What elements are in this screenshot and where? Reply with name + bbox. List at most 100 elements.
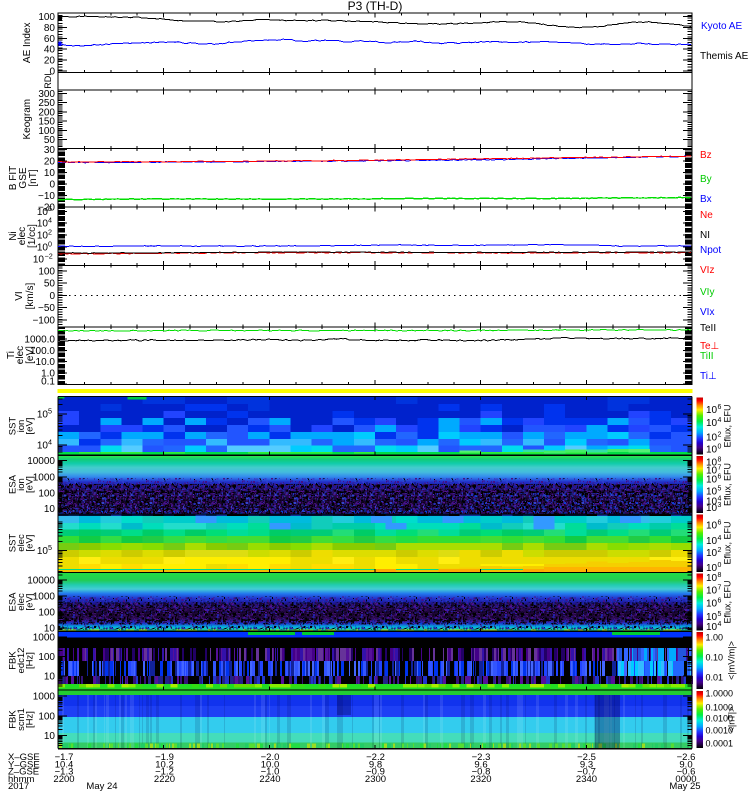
svg-text:1000: 1000: [33, 633, 56, 644]
svg-text:5: 5: [48, 543, 52, 552]
svg-text:6: 6: [718, 520, 722, 527]
svg-text:4: 4: [48, 216, 52, 225]
svg-text:2340: 2340: [576, 774, 597, 785]
svg-text:2300: 2300: [365, 774, 386, 785]
svg-text:−1.7: −1.7: [55, 752, 74, 763]
svg-text:10: 10: [37, 243, 49, 254]
svg-text:Keogram: Keogram: [22, 99, 33, 140]
svg-text:10: 10: [37, 219, 49, 230]
svg-text:X–GSE: X–GSE: [8, 752, 40, 763]
svg-text:20: 20: [44, 56, 56, 67]
svg-text:−2.5: −2.5: [577, 752, 596, 763]
svg-text:elec: elec: [16, 593, 27, 611]
svg-text:2: 2: [718, 547, 722, 554]
svg-text:By: By: [700, 174, 712, 185]
svg-text:May 25: May 25: [669, 781, 700, 792]
svg-text:AE Index: AE Index: [22, 23, 33, 64]
svg-text:60: 60: [44, 34, 56, 45]
svg-text:6: 6: [718, 474, 722, 481]
svg-text:4: 4: [718, 535, 722, 542]
svg-text:0: 0: [49, 180, 55, 191]
svg-text:8: 8: [718, 572, 722, 579]
svg-text:elec: elec: [17, 227, 28, 245]
svg-text:Eflux, EFU: Eflux, EFU: [723, 580, 733, 623]
svg-text:Ti: Ti: [6, 351, 17, 359]
svg-text:100: 100: [38, 12, 55, 23]
svg-text:ESA: ESA: [8, 474, 19, 494]
svg-text:0.01: 0.01: [706, 673, 724, 683]
svg-text:0: 0: [718, 444, 722, 451]
svg-text:0.10: 0.10: [706, 653, 724, 663]
svg-text:May 24: May 24: [86, 781, 117, 792]
svg-text:ESA: ESA: [8, 592, 19, 612]
svg-text:0.1: 0.1: [41, 377, 55, 388]
svg-text:RDI: RDI: [43, 73, 53, 89]
svg-text:FBK: FBK: [8, 651, 19, 670]
svg-text:Z–GSE: Z–GSE: [8, 767, 39, 778]
svg-text:100.0: 100.0: [30, 346, 55, 357]
svg-text:6: 6: [48, 204, 52, 213]
svg-text:10: 10: [37, 441, 49, 452]
svg-text:−0.6: −0.6: [677, 767, 696, 778]
svg-text:scm1: scm1: [16, 708, 27, 731]
svg-text:10: 10: [44, 672, 56, 683]
svg-text:10: 10: [706, 418, 718, 429]
svg-text:0000: 0000: [675, 774, 696, 785]
svg-text:10.2: 10.2: [155, 759, 174, 770]
svg-text:10: 10: [706, 458, 718, 469]
svg-text:Ni: Ni: [8, 231, 19, 240]
svg-text:4: 4: [718, 621, 722, 628]
svg-text:5: 5: [718, 486, 722, 493]
svg-text:elec: elec: [16, 534, 27, 552]
svg-text:VIy: VIy: [700, 287, 714, 298]
svg-text:FBK: FBK: [8, 710, 19, 729]
svg-text:−0.9: −0.9: [366, 767, 385, 778]
svg-text:10: 10: [706, 586, 718, 597]
svg-text:40: 40: [44, 45, 56, 56]
svg-text:100: 100: [38, 608, 55, 619]
svg-text:10: 10: [706, 521, 718, 532]
svg-text:Kyoto AE: Kyoto AE: [701, 21, 742, 32]
svg-text:2: 2: [718, 432, 722, 439]
svg-text:10: 10: [706, 475, 718, 486]
svg-text:Ne: Ne: [700, 210, 713, 221]
svg-text:<|nT|>: <|nT|>: [727, 707, 737, 733]
svg-text:9.8: 9.8: [369, 759, 382, 770]
svg-text:5: 5: [718, 611, 722, 618]
svg-text:edc12: edc12: [16, 648, 27, 674]
svg-text:[eV]: [eV]: [25, 476, 36, 493]
svg-text:10: 10: [33, 254, 45, 265]
svg-text:−1.9: −1.9: [155, 752, 174, 763]
svg-text:3: 3: [718, 502, 722, 509]
svg-text:ion: ion: [16, 420, 27, 433]
svg-text:10: 10: [706, 536, 718, 547]
svg-text:100: 100: [38, 652, 55, 663]
svg-text:2320: 2320: [470, 774, 491, 785]
svg-text:10: 10: [37, 546, 49, 557]
svg-text:30: 30: [44, 145, 56, 156]
svg-text:4: 4: [718, 496, 722, 503]
svg-text:−1.0: −1.0: [261, 767, 280, 778]
svg-text:1.0000: 1.0000: [706, 689, 734, 699]
svg-text:−0.7: −0.7: [577, 767, 596, 778]
svg-text:50: 50: [44, 279, 56, 290]
svg-text:Bx: Bx: [700, 194, 712, 205]
svg-text:0: 0: [49, 67, 55, 78]
svg-text:100: 100: [38, 489, 55, 500]
svg-text:Eflux, EFU: Eflux, EFU: [723, 521, 733, 564]
svg-text:Themis AE: Themis AE: [700, 51, 749, 62]
svg-text:10: 10: [706, 548, 718, 559]
svg-text:VI: VI: [14, 291, 25, 300]
svg-text:B FIT: B FIT: [8, 166, 19, 190]
svg-text:0: 0: [718, 562, 722, 569]
svg-text:[1/cc]: [1/cc]: [27, 224, 38, 248]
svg-text:[nT]: [nT]: [28, 169, 39, 186]
svg-text:0.0100: 0.0100: [706, 714, 734, 724]
svg-text:10: 10: [706, 445, 718, 456]
svg-text:Eflux, EFU: Eflux, EFU: [723, 463, 733, 506]
svg-text:[Hz]: [Hz]: [25, 711, 36, 728]
svg-text:6: 6: [718, 404, 722, 411]
svg-text:10: 10: [37, 410, 49, 421]
svg-text:SST: SST: [8, 417, 19, 436]
svg-text:elec: elec: [15, 346, 26, 364]
